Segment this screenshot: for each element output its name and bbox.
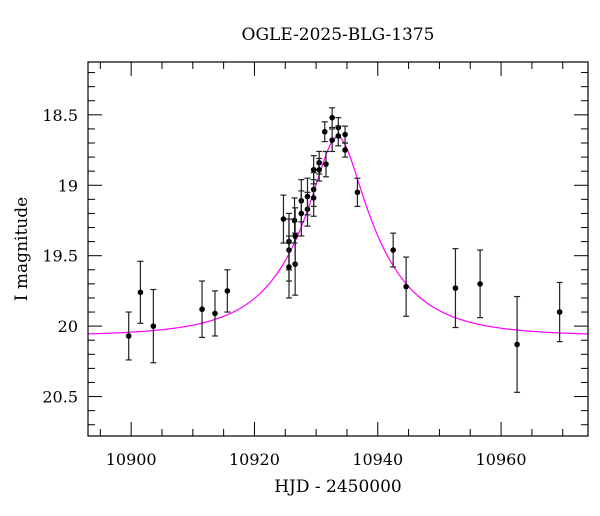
data-marker	[390, 247, 396, 253]
axis-ticks: 10900 10920 10940 10960 18.5 19 19.5 20 20.5	[42, 62, 588, 469]
data-point	[354, 177, 361, 207]
y-tick-label: 19.5	[42, 247, 78, 266]
data-point	[199, 280, 206, 338]
data-point	[390, 232, 397, 268]
data-point	[556, 281, 563, 343]
y-tick-label: 18.5	[42, 106, 78, 125]
data-marker	[304, 193, 311, 200]
data-point	[310, 155, 317, 185]
data-marker	[212, 310, 218, 317]
data-point	[280, 194, 287, 244]
data-marker	[286, 264, 292, 270]
data-marker	[310, 166, 317, 173]
x-tick-label: 10940	[352, 450, 403, 469]
data-point	[150, 288, 157, 364]
data-marker	[310, 195, 317, 201]
data-point	[329, 128, 336, 153]
data-point	[212, 290, 219, 337]
data-marker	[199, 306, 205, 313]
data-marker	[224, 288, 231, 294]
data-point	[292, 207, 299, 265]
data-marker	[342, 147, 348, 153]
model-curve-line	[87, 136, 589, 335]
data-point	[514, 295, 521, 393]
data-marker	[150, 323, 157, 329]
data-point	[342, 142, 349, 158]
data-point	[342, 125, 349, 144]
data-point	[310, 179, 317, 217]
x-axis-label: HJD - 2450000	[274, 477, 402, 497]
data-marker	[335, 133, 342, 139]
data-marker	[329, 137, 335, 143]
data-point	[316, 157, 323, 182]
data-point	[335, 125, 342, 147]
data-point	[224, 269, 231, 313]
y-tick-label: 20.5	[42, 388, 78, 407]
data-marker	[298, 210, 305, 217]
data-marker	[292, 233, 298, 239]
data-points	[125, 107, 563, 393]
data-point	[452, 248, 459, 329]
data-point	[322, 150, 329, 178]
data-point	[298, 190, 305, 237]
y-tick-label: 20	[58, 317, 78, 336]
data-point	[125, 311, 132, 361]
data-marker	[291, 217, 298, 224]
data-point	[329, 107, 336, 129]
x-tick-label: 10920	[229, 450, 280, 469]
data-marker	[137, 289, 144, 296]
data-marker	[280, 216, 287, 222]
data-marker	[556, 309, 563, 315]
data-point	[403, 256, 410, 317]
y-axis-label: I magnitude	[12, 197, 32, 301]
data-point	[304, 177, 311, 216]
data-marker	[452, 285, 459, 291]
data-marker	[323, 161, 329, 167]
y-tick-label: 19	[58, 176, 78, 195]
data-marker	[316, 166, 322, 173]
data-point	[477, 249, 484, 319]
data-marker	[514, 341, 520, 348]
data-point	[137, 260, 144, 324]
x-tick-label: 10960	[476, 450, 527, 469]
x-tick-label: 10900	[106, 450, 157, 469]
data-marker	[329, 114, 335, 121]
data-marker	[321, 128, 328, 135]
data-point	[285, 235, 292, 299]
data-marker	[403, 283, 409, 290]
data-point	[321, 121, 328, 143]
data-marker	[125, 333, 132, 339]
chart-title: OGLE-2025-BLG-1375	[242, 25, 435, 45]
plot-frame	[87, 61, 589, 437]
data-marker	[477, 281, 483, 287]
data-marker	[342, 131, 348, 138]
data-marker	[354, 189, 361, 196]
model-curve	[87, 136, 589, 335]
